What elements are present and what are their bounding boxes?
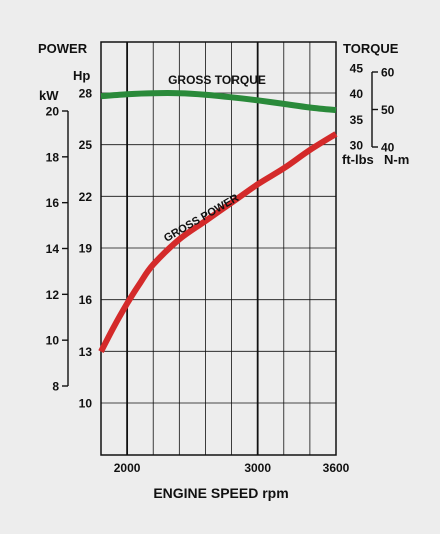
- plot-frame: [100, 41, 337, 456]
- kw-tick-label: 18: [46, 150, 60, 164]
- kw-tick-label: 14: [46, 242, 60, 256]
- hp-tick-label: 22: [79, 190, 93, 204]
- torque-axis-title: TORQUE: [343, 41, 399, 56]
- hp-tick-label: 28: [79, 87, 93, 101]
- x-tick-label: 2000: [114, 461, 141, 475]
- hp-tick-label: 10: [79, 397, 93, 411]
- gross-torque-label: GROSS TORQUE: [168, 73, 266, 87]
- kw-tick-label: 20: [46, 105, 60, 119]
- hp-unit-label: Hp: [73, 68, 90, 83]
- x-tick-label: 3600: [323, 461, 350, 475]
- kw-tick-label: 8: [52, 380, 59, 394]
- hp-tick-label: 16: [79, 293, 93, 307]
- hp-tick-label: 19: [79, 242, 93, 256]
- hp-tick-label: 13: [79, 345, 93, 359]
- x-tick-label: 3000: [244, 461, 271, 475]
- power-axis-title: POWER: [38, 41, 88, 56]
- x-axis-label: ENGINE SPEED rpm: [153, 485, 288, 501]
- nm-tick-label: 40: [381, 141, 395, 155]
- ftlbs-tick-label: 30: [350, 139, 364, 153]
- gross-power-curve: [98, 131, 338, 353]
- nm-tick-label: 50: [381, 103, 395, 117]
- ftlbs-tick-label: 40: [350, 87, 364, 101]
- kw-tick-label: 12: [46, 288, 60, 302]
- ftlbs-unit-label: ft-lbs: [342, 152, 374, 167]
- gross-torque-curve: [100, 90, 337, 114]
- kw-tick-label: 10: [46, 334, 60, 348]
- kw-unit-label: kW: [39, 88, 59, 103]
- nm-unit-label: N-m: [384, 152, 409, 167]
- nm-tick-label: 60: [381, 66, 395, 80]
- ftlbs-tick-label: 35: [350, 113, 364, 127]
- hp-tick-label: 25: [79, 138, 93, 152]
- ftlbs-tick-label: 45: [350, 62, 364, 76]
- kw-tick-label: 16: [46, 196, 60, 210]
- gross-power-label: GROSS POWER: [162, 192, 241, 245]
